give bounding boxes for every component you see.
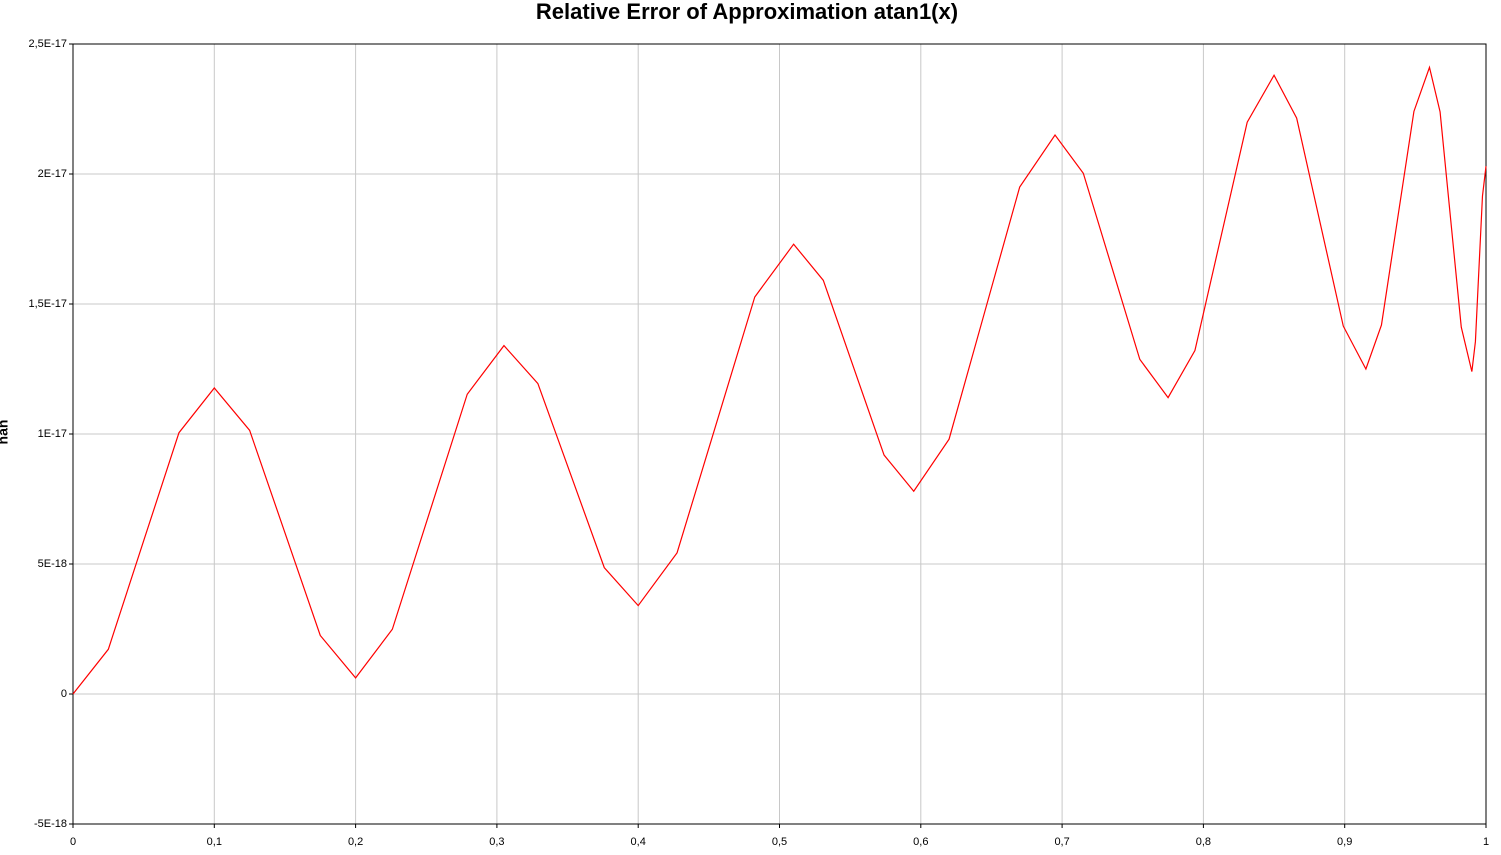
x-tick-label: 0,9	[1337, 836, 1352, 848]
x-tick-label: 0,2	[348, 836, 363, 848]
x-tick-label: 0,8	[1196, 836, 1211, 848]
plot-border	[72, 43, 1487, 825]
x-tick-label: 0,5	[772, 836, 787, 848]
y-tick-label: 0	[61, 688, 67, 700]
x-tick-label: 0,4	[631, 836, 646, 848]
y-tick-label: 5E-18	[38, 558, 67, 570]
y-tick-label: -5E-18	[34, 818, 67, 830]
x-tick-label: 0,1	[207, 836, 222, 848]
x-tick-label: 0	[70, 836, 76, 848]
y-tick-label: 1,5E-17	[28, 298, 67, 310]
y-tick-label: 1E-17	[38, 428, 67, 440]
x-tick-label: 1	[1483, 836, 1489, 848]
y-tick-label: 2E-17	[38, 168, 67, 180]
data-line	[72, 65, 1487, 695]
x-tick-label: 0,3	[489, 836, 504, 848]
y-tick-label: 2,5E-17	[28, 38, 67, 50]
x-tick-label: 0,6	[913, 836, 928, 848]
chart-title: Relative Error of Approximation atan1(x)	[536, 0, 958, 24]
x-tick-label: 0,7	[1054, 836, 1069, 848]
y-axis-label: nan	[0, 420, 11, 445]
